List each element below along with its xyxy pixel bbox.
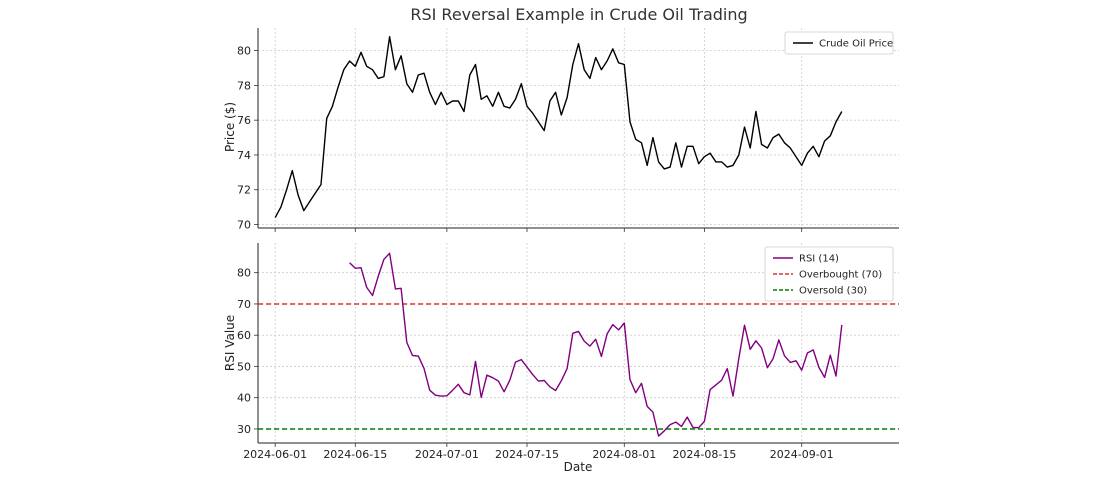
- x-tick-label: 2024-07-15: [495, 448, 559, 461]
- legend-label: Oversold (30): [799, 286, 867, 297]
- y-tick-label: 76: [237, 114, 251, 127]
- legend-label: Crude Oil Price: [819, 39, 893, 50]
- y-tick-label: 72: [237, 184, 251, 197]
- y-tick-label: 74: [237, 149, 251, 162]
- y-tick-label: 60: [237, 329, 251, 342]
- series-line-0: [349, 252, 843, 437]
- y-tick-label: 40: [237, 392, 251, 405]
- legend-label: RSI (14): [799, 254, 839, 265]
- x-tick-label: 2024-06-01: [243, 448, 307, 461]
- price-axis-label: Price ($): [223, 102, 237, 152]
- y-tick-label: 70: [237, 298, 251, 311]
- price-panel: 70 72 74 76 78 80 Crude Oil Price: [237, 28, 899, 232]
- legend-box: [784, 31, 894, 55]
- legend-label: Overbought (70): [799, 270, 882, 281]
- y-tick-label: 50: [237, 360, 251, 373]
- x-tick-label: 2024-06-15: [323, 448, 387, 461]
- legend: RSI (14) Overbought (70) Oversold (30): [764, 246, 894, 302]
- x-tick-label: 2024-07-01: [415, 448, 479, 461]
- date-axis-label: Date: [564, 460, 593, 474]
- chart-title: RSI Reversal Example in Crude Oil Tradin…: [410, 5, 747, 24]
- legend-box: [764, 246, 894, 302]
- x-tick-label: 2024-08-01: [592, 448, 656, 461]
- rsi-axis-label: RSI Value: [223, 315, 237, 371]
- y-tick-label: 30: [237, 423, 251, 436]
- series-line-0: [274, 36, 843, 218]
- y-tick-label: 70: [237, 219, 251, 232]
- rsi-panel: 30 40 50 60 70 80 2024-06-01 2024-06-15 2024-07-…: [237, 243, 899, 461]
- x-tick-label: 2024-09-01: [770, 448, 834, 461]
- legend: Crude Oil Price: [784, 31, 894, 55]
- x-tick-label: 2024-08-15: [672, 448, 736, 461]
- y-tick-label: 78: [237, 79, 251, 92]
- y-tick-label: 80: [237, 267, 251, 280]
- y-tick-label: 80: [237, 45, 251, 58]
